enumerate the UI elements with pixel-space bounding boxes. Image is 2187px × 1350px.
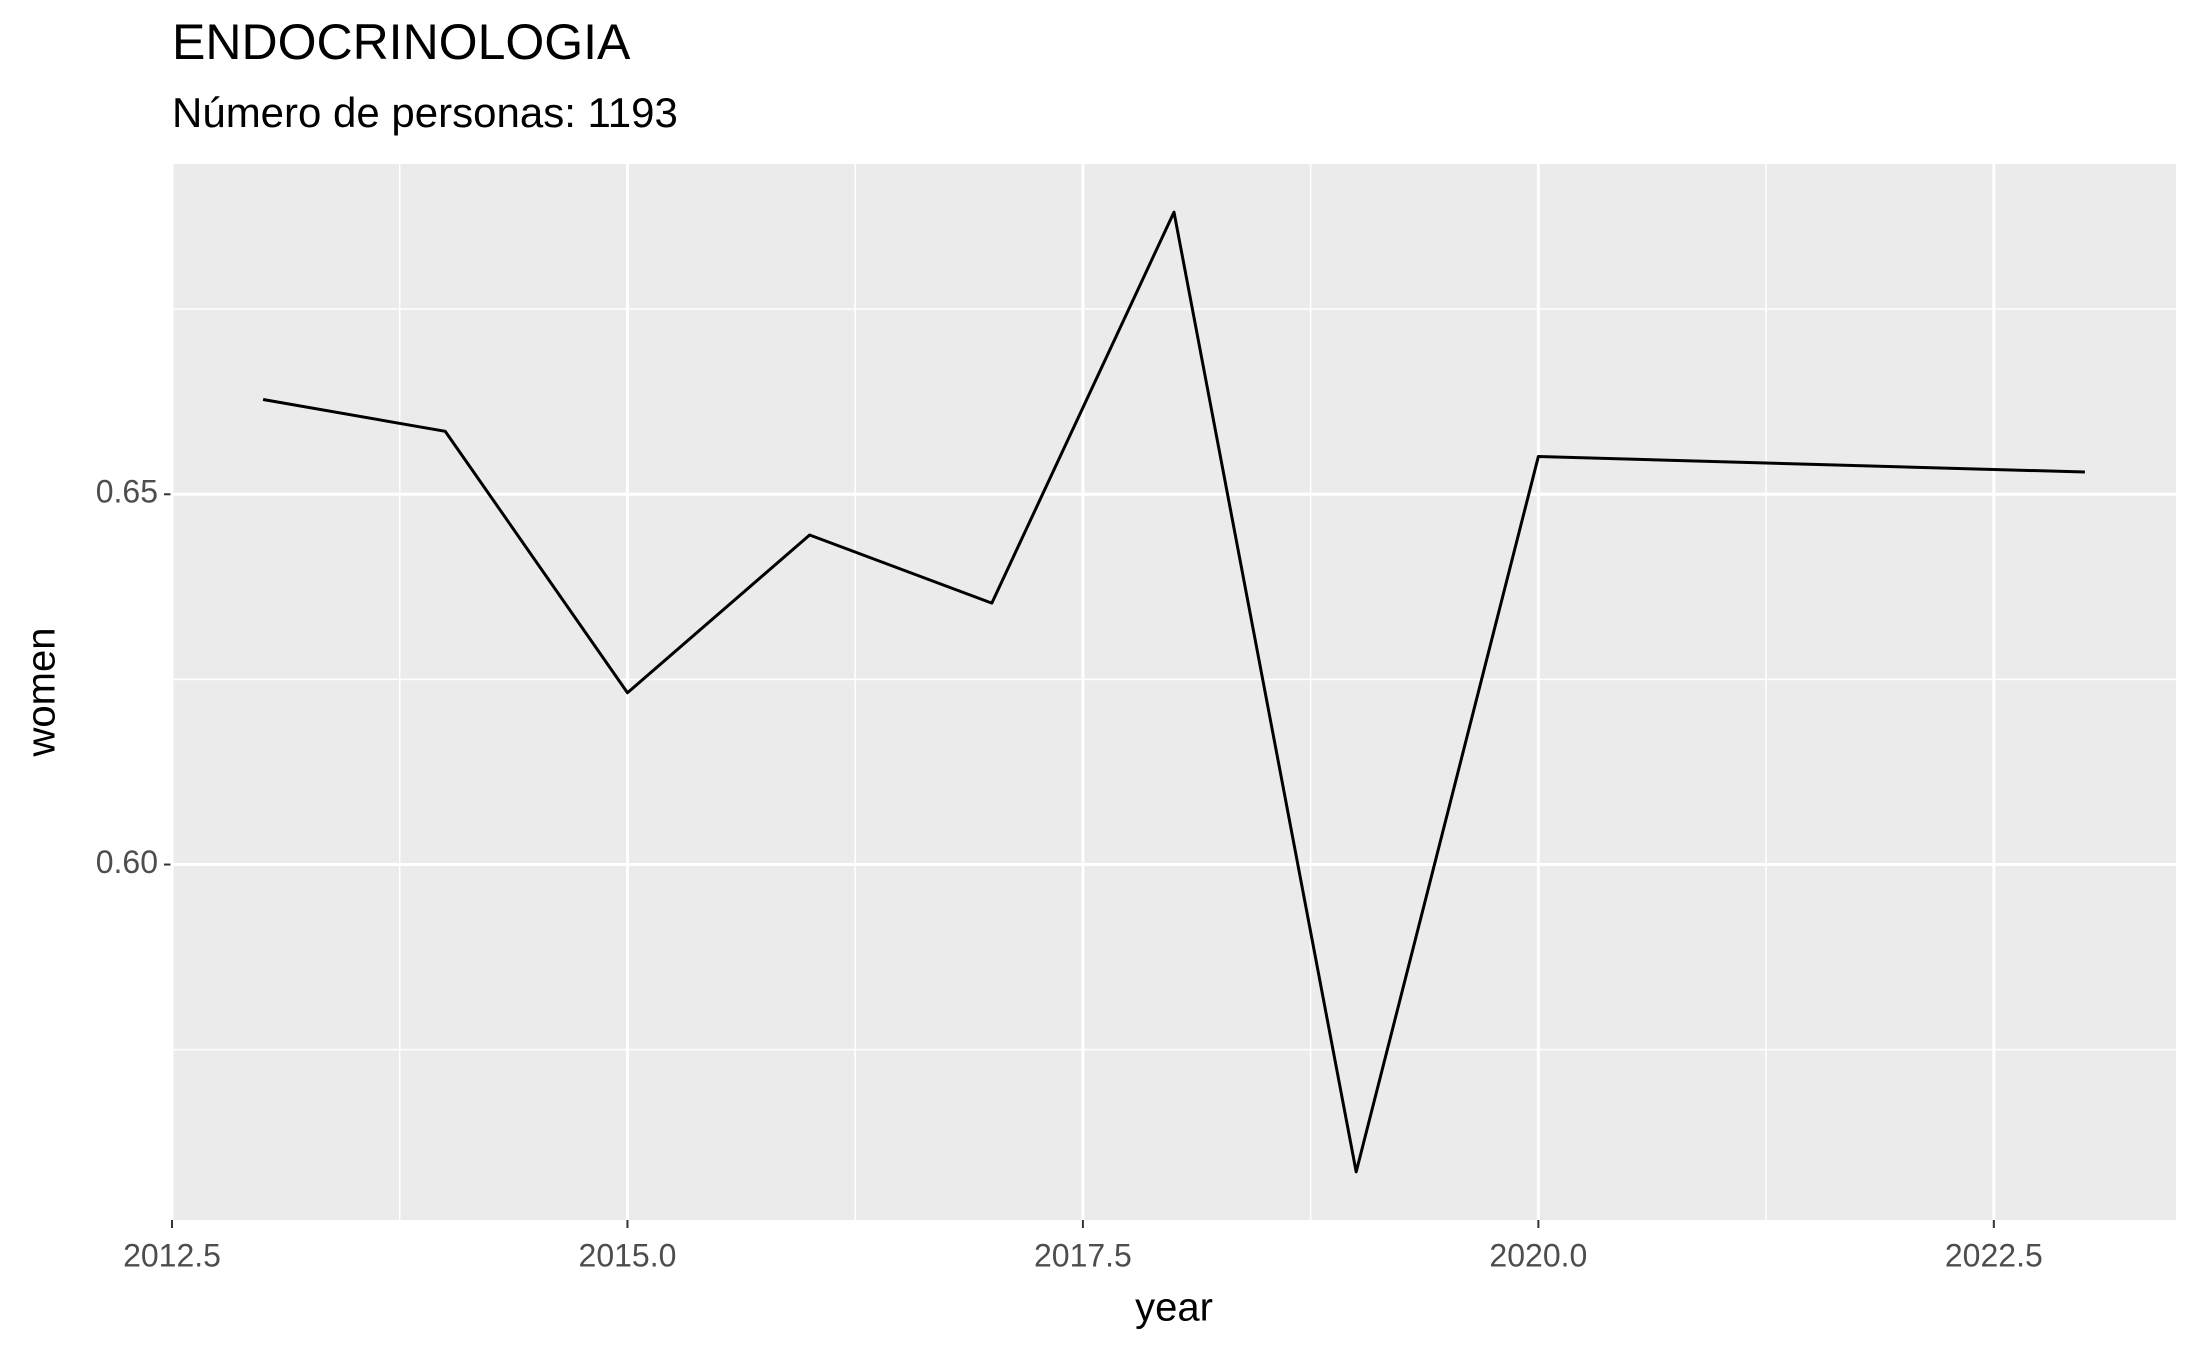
x-tick-label: 2022.5	[1945, 1237, 2043, 1273]
y-tick-label: 0.65	[96, 474, 158, 510]
plot-panel	[172, 164, 2176, 1220]
data-line	[262, 210, 2085, 1174]
y-tick-label: 0.60	[96, 844, 158, 880]
x-tick-label: 2012.5	[123, 1237, 221, 1273]
chart-subtitle: Número de personas: 1193	[172, 89, 678, 136]
chart-title: ENDOCRINOLOGIA	[172, 14, 631, 70]
x-tick-label: 2017.5	[1034, 1237, 1132, 1273]
y-axis-title: women	[20, 628, 64, 758]
x-tick-label: 2015.0	[579, 1237, 677, 1273]
x-tick-label: 2020.0	[1489, 1237, 1587, 1273]
x-axis-title: year	[1135, 1286, 1213, 1330]
